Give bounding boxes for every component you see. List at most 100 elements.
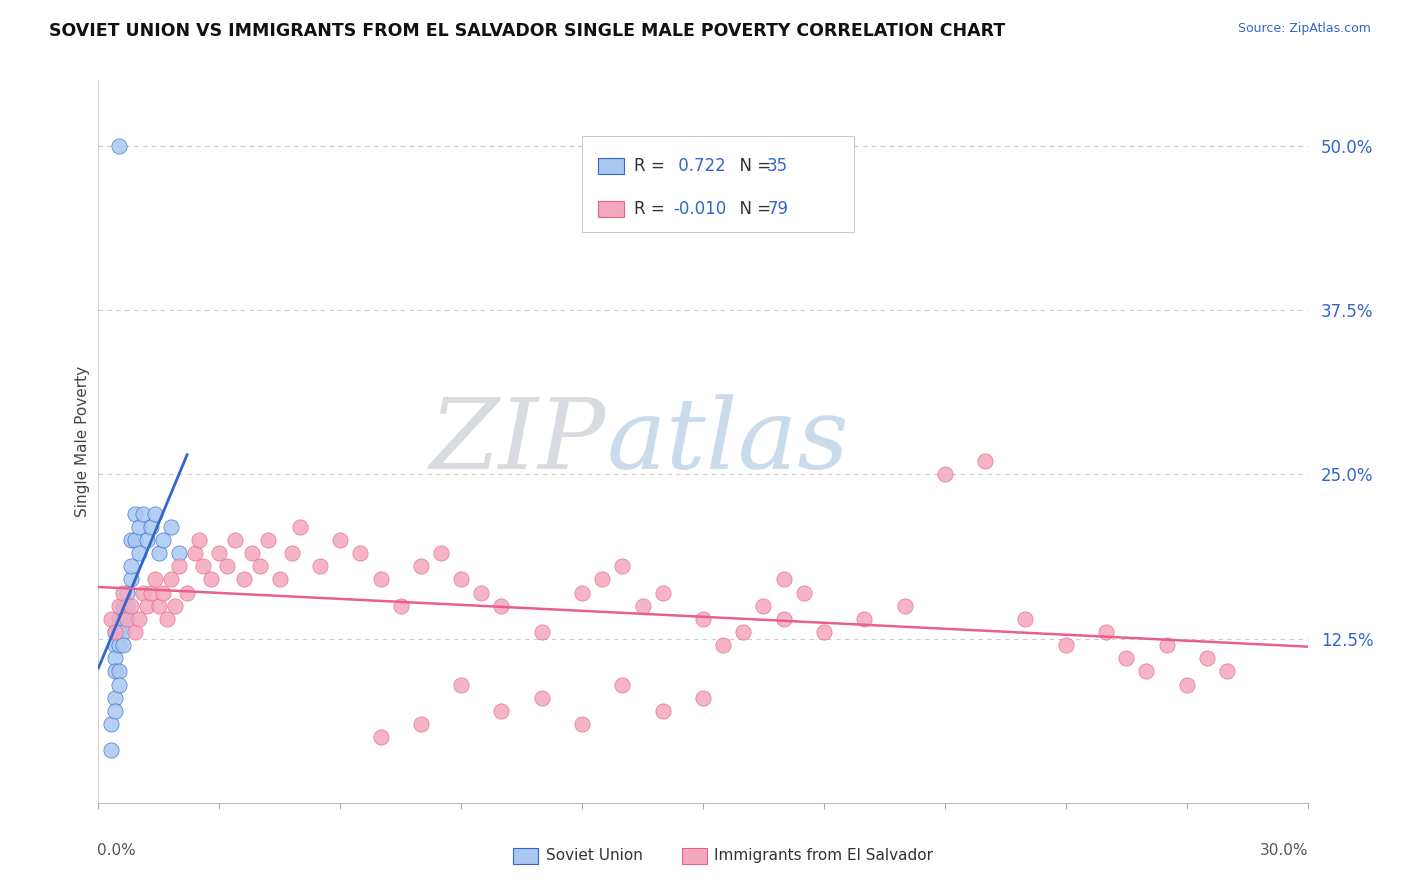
Point [349, 546, 371, 560]
Text: R =: R = [634, 157, 669, 175]
Point [1135, 665, 1157, 679]
Point [115, 585, 138, 599]
Point [571, 717, 593, 731]
Point [100, 612, 122, 626]
Point [120, 533, 142, 547]
Point [733, 625, 755, 640]
Point [188, 533, 211, 547]
Point [200, 573, 222, 587]
Point [893, 599, 915, 613]
Point [1054, 638, 1077, 652]
Point [148, 546, 170, 560]
Point [107, 625, 129, 640]
Point [139, 585, 162, 599]
Point [100, 717, 122, 731]
Point [853, 612, 876, 626]
Point [309, 559, 332, 574]
Point [107, 677, 129, 691]
Point [249, 559, 271, 574]
Point [103, 625, 125, 640]
Point [240, 546, 263, 560]
Point [128, 612, 150, 626]
Point [651, 585, 673, 599]
Point [132, 585, 155, 599]
Text: Immigrants from El Salvador: Immigrants from El Salvador [714, 848, 934, 863]
Point [470, 585, 492, 599]
Point [1195, 651, 1218, 665]
Point [772, 612, 794, 626]
Point [139, 520, 162, 534]
Point [152, 533, 174, 547]
Point [111, 625, 134, 640]
Text: Source: ZipAtlas.com: Source: ZipAtlas.com [1237, 22, 1371, 36]
Point [1156, 638, 1178, 652]
Text: 35: 35 [768, 157, 789, 175]
Point [160, 520, 183, 534]
Point [281, 546, 304, 560]
Point [128, 546, 150, 560]
Point [124, 507, 146, 521]
Point [591, 573, 613, 587]
Point [103, 690, 125, 705]
Point [124, 533, 146, 547]
Point [612, 677, 634, 691]
Point [107, 638, 129, 652]
Point [132, 507, 155, 521]
Point [163, 599, 186, 613]
Point [1115, 651, 1137, 665]
Point [103, 704, 125, 718]
Point [103, 638, 125, 652]
Point [111, 585, 134, 599]
Point [217, 559, 239, 574]
Point [208, 546, 231, 560]
Point [107, 599, 129, 613]
Point [224, 533, 246, 547]
Point [813, 625, 835, 640]
Point [288, 520, 311, 534]
Point [152, 585, 174, 599]
Point [148, 599, 170, 613]
Point [752, 599, 775, 613]
Point [370, 730, 392, 744]
Point [269, 573, 291, 587]
Point [1095, 625, 1118, 640]
Text: N =: N = [730, 157, 776, 175]
Point [1014, 612, 1036, 626]
Text: 30.0%: 30.0% [1260, 843, 1309, 857]
Point [793, 585, 815, 599]
Point [120, 573, 142, 587]
Point [103, 625, 125, 640]
Point [370, 573, 392, 587]
Point [530, 690, 553, 705]
Point [530, 625, 553, 640]
Point [1216, 665, 1239, 679]
Point [692, 690, 714, 705]
Point [111, 638, 134, 652]
Point [115, 612, 138, 626]
Y-axis label: Single Male Poverty: Single Male Poverty [75, 366, 90, 517]
Text: Soviet Union: Soviet Union [546, 848, 643, 863]
Text: atlas: atlas [606, 394, 849, 489]
Text: N =: N = [730, 200, 776, 218]
Point [111, 612, 134, 626]
Point [143, 507, 166, 521]
Text: 0.0%: 0.0% [97, 843, 136, 857]
Point [612, 559, 634, 574]
Point [120, 599, 142, 613]
Point [409, 717, 432, 731]
Point [100, 743, 122, 757]
Point [430, 546, 453, 560]
Point [103, 665, 125, 679]
Point [107, 665, 129, 679]
Point [571, 585, 593, 599]
Point [111, 599, 134, 613]
Point [107, 612, 129, 626]
Point [115, 599, 138, 613]
Point [491, 704, 513, 718]
Text: R =: R = [634, 200, 669, 218]
Text: SOVIET UNION VS IMMIGRANTS FROM EL SALVADOR SINGLE MALE POVERTY CORRELATION CHAR: SOVIET UNION VS IMMIGRANTS FROM EL SALVA… [49, 22, 1005, 40]
Point [389, 599, 412, 613]
Point [631, 599, 654, 613]
Point [193, 559, 215, 574]
Text: -0.010: -0.010 [673, 200, 725, 218]
